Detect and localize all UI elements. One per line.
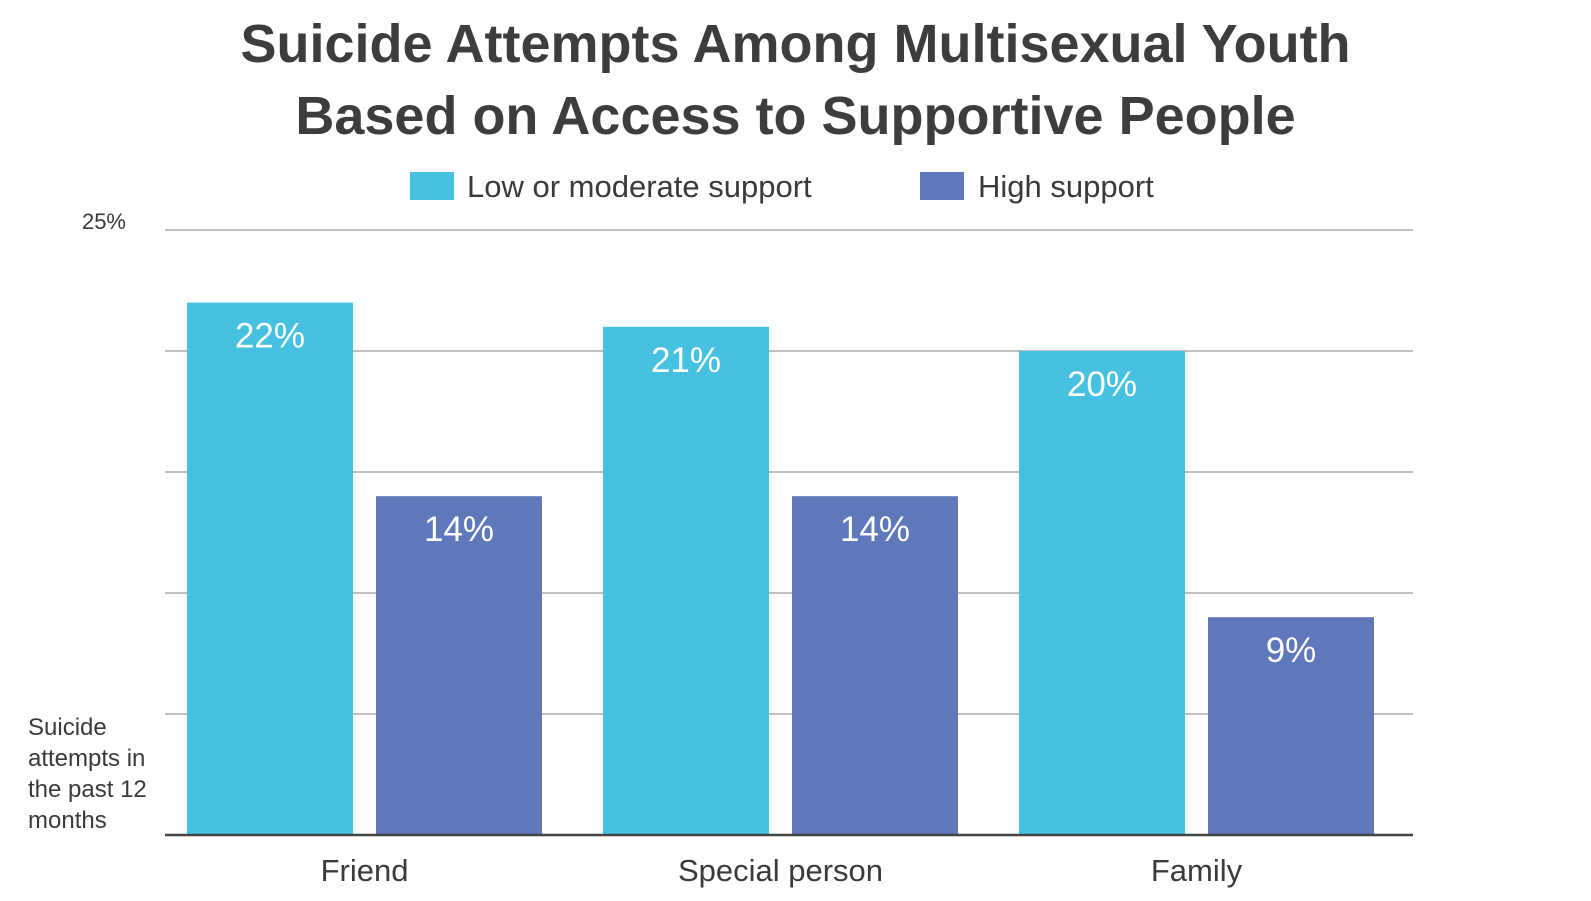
chart-title: Suicide Attempts Among Multisexual Youth… <box>0 8 1591 152</box>
bar <box>603 326 769 835</box>
legend-label: Low or moderate support <box>467 169 812 204</box>
chart-title-line-2: Based on Access to Supportive People <box>295 86 1296 146</box>
legend-swatch <box>410 172 454 200</box>
data-label: 21% <box>651 341 721 380</box>
bar <box>792 496 958 835</box>
data-label: 9% <box>1266 631 1317 670</box>
bar <box>1019 351 1185 835</box>
bar <box>1208 617 1374 835</box>
data-label: 20% <box>1067 365 1137 404</box>
category-label: Special person <box>678 853 883 888</box>
data-label: 14% <box>840 510 910 549</box>
y-tick-label: 25% <box>82 209 126 234</box>
y-axis-label: Suicide attempts in the past 12 months <box>28 714 147 834</box>
bar <box>376 496 542 835</box>
category-label: Family <box>1151 853 1243 888</box>
data-label: 14% <box>424 510 494 549</box>
legend-swatch <box>920 172 964 200</box>
data-label: 22% <box>235 317 305 356</box>
category-label: Friend <box>321 853 409 888</box>
chart-title-line-1: Suicide Attempts Among Multisexual Youth <box>240 14 1351 74</box>
legend-label: High support <box>978 169 1154 204</box>
bar <box>187 302 353 836</box>
